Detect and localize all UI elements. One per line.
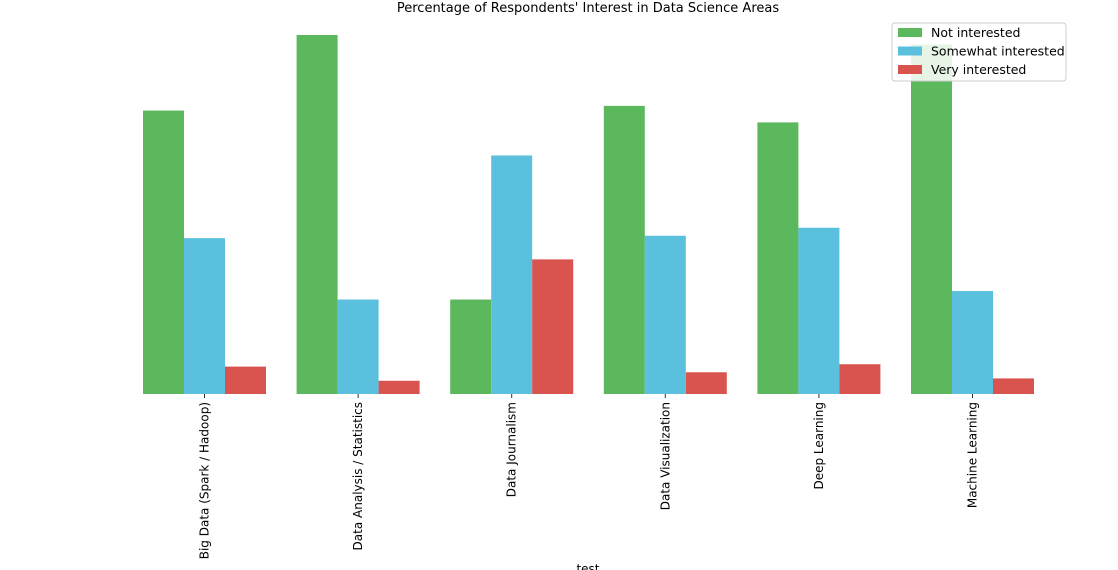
- x-tick-label-4: Data Visualization: [658, 402, 672, 510]
- legend-swatch-2: [898, 46, 922, 56]
- bar-3-1: [225, 366, 266, 394]
- bar-3-3: [532, 259, 574, 394]
- legend-label-1: Not interested: [931, 25, 1020, 40]
- x-tick-label-3: Data Journalism: [505, 402, 519, 497]
- legend: Not interested Somewhat interested Very in…: [891, 22, 1067, 82]
- bar-2-1: [184, 238, 225, 394]
- bar-3-6: [993, 378, 1034, 394]
- bar-1-6: [911, 44, 952, 395]
- x-tick-label-1: Big Data (Spark / Hadoop): [198, 402, 212, 559]
- x-tick-label-6: Machine Learning: [966, 402, 980, 508]
- x-tick-label-2: Data Analysis / Statistics: [351, 402, 365, 550]
- bars-group: [143, 35, 1034, 395]
- legend-frame: [891, 22, 1067, 82]
- x-tick-label-5: Deep Learning: [812, 402, 826, 490]
- bar-2-2: [337, 299, 379, 394]
- bar-1-3: [450, 299, 492, 394]
- bar-2-4: [644, 235, 686, 394]
- legend-swatch-1: [898, 28, 922, 37]
- bar-1-4: [603, 105, 645, 395]
- bar-1-2: [296, 35, 338, 394]
- x-tick-group: Big Data (Spark / Hadoop) Data Analysis /…: [198, 394, 980, 559]
- bar-2-3: [491, 155, 533, 394]
- bar-3-5: [839, 364, 881, 394]
- chart-title: Percentage of Respondents' Interest in D…: [397, 1, 779, 16]
- bar-1-1: [143, 110, 184, 394]
- bar-3-4: [685, 372, 727, 394]
- legend-label-2: Somewhat interested: [931, 44, 1065, 59]
- legend-swatch-3: [898, 65, 922, 74]
- bar-3-2: [378, 380, 420, 394]
- bar-2-5: [798, 227, 840, 394]
- bar-1-5: [757, 122, 799, 395]
- bar-2-6: [952, 291, 993, 394]
- legend-label-3: Very interested: [931, 62, 1026, 77]
- x-axis-label: test: [576, 562, 599, 570]
